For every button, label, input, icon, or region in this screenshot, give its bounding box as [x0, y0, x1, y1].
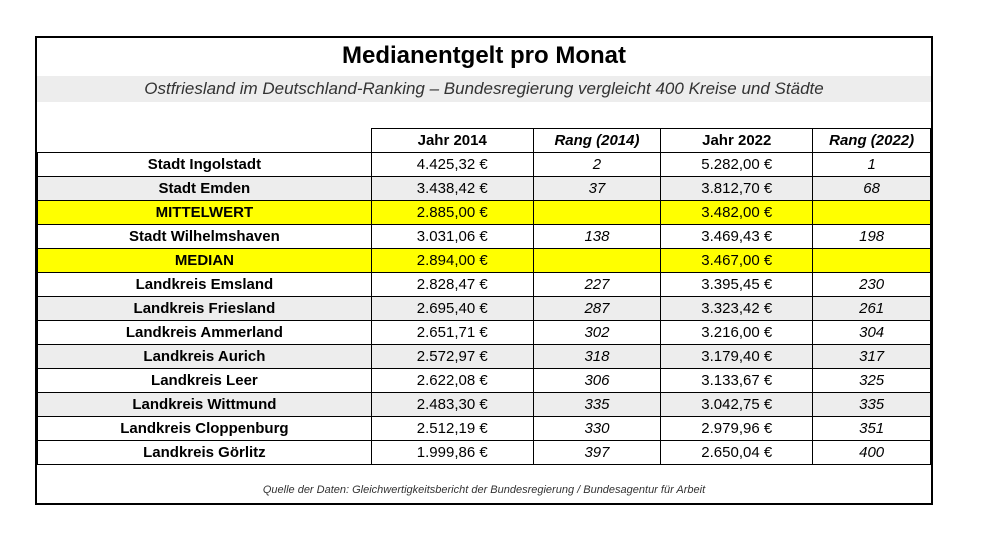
- rang-2014-cell: 306: [532, 368, 662, 393]
- table-row: Landkreis Emsland 2.828,47 €227 3.395,45 €…: [37, 272, 931, 297]
- header-jahr-2022: Jahr 2022: [660, 128, 814, 153]
- sheet-title: Medianentgelt pro Monat: [342, 42, 626, 69]
- jahr-2022-cell: 3.467,00 €: [660, 248, 814, 273]
- region-name-cell: Stadt Ingolstadt: [37, 152, 372, 177]
- jahr-2014-cell: 4.425,32 €: [370, 152, 534, 177]
- table-row: MITTELWERT 2.885,00 € 3.482,00 €: [37, 200, 931, 225]
- region-name-cell: Stadt Emden: [37, 176, 372, 201]
- table-row: Landkreis Aurich 2.572,97 €318 3.179,40 €3…: [37, 344, 931, 369]
- jahr-2022-cell: 3.812,70 €: [660, 176, 814, 201]
- table-row: Landkreis Cloppenburg 2.512,19 €330 2.979,…: [37, 416, 931, 441]
- jahr-2014-cell: 2.622,08 €: [370, 368, 534, 393]
- region-name-cell: Landkreis Aurich: [37, 344, 372, 369]
- rang-2022-cell: 325: [812, 368, 931, 393]
- region-name-cell: Stadt Wilhelmshaven: [37, 224, 372, 249]
- jahr-2014-cell: 2.885,00 €: [370, 200, 534, 225]
- header-rang-2022: Rang (2022): [812, 128, 931, 153]
- rang-2014-cell: 335: [532, 392, 662, 417]
- rang-2014-cell: 2: [532, 152, 662, 177]
- rang-2022-cell: 351: [812, 416, 931, 441]
- rang-2014-cell: 37: [532, 176, 662, 201]
- jahr-2014-cell: 3.031,06 €: [370, 224, 534, 249]
- data-table: Jahr 2014 Rang (2014) Jahr 2022 Rang (20…: [37, 128, 931, 465]
- header-region: [37, 128, 372, 153]
- region-name-cell: Landkreis Friesland: [37, 296, 372, 321]
- rang-2022-cell: 304: [812, 320, 931, 345]
- jahr-2014-cell: 2.483,30 €: [370, 392, 534, 417]
- table-row: Stadt Emden 3.438,42 €37 3.812,70 €68: [37, 176, 931, 201]
- rang-2022-cell: [812, 248, 931, 273]
- region-name-cell: Landkreis Ammerland: [37, 320, 372, 345]
- rang-2014-cell: 287: [532, 296, 662, 321]
- region-name-cell: Landkreis Wittmund: [37, 392, 372, 417]
- jahr-2022-cell: 2.650,04 €: [660, 440, 814, 465]
- region-name-cell: MITTELWERT: [37, 200, 372, 225]
- jahr-2014-cell: 2.695,40 €: [370, 296, 534, 321]
- region-name-cell: Landkreis Emsland: [37, 272, 372, 297]
- table-row: Landkreis Ammerland 2.651,71 €302 3.216,00…: [37, 320, 931, 345]
- region-name-cell: Landkreis Cloppenburg: [37, 416, 372, 441]
- jahr-2022-cell: 3.395,45 €: [660, 272, 814, 297]
- jahr-2014-cell: 2.894,00 €: [370, 248, 534, 273]
- rang-2022-cell: 261: [812, 296, 931, 321]
- rang-2014-cell: 227: [532, 272, 662, 297]
- rang-2022-cell: 198: [812, 224, 931, 249]
- rang-2014-cell: [532, 248, 662, 273]
- rang-2022-cell: [812, 200, 931, 225]
- jahr-2022-cell: 5.282,00 €: [660, 152, 814, 177]
- header-rang-2014: Rang (2014): [532, 128, 662, 153]
- jahr-2022-cell: 2.979,96 €: [660, 416, 814, 441]
- jahr-2022-cell: 3.469,43 €: [660, 224, 814, 249]
- jahr-2022-cell: 3.482,00 €: [660, 200, 814, 225]
- rang-2022-cell: 400: [812, 440, 931, 465]
- rang-2022-cell: 335: [812, 392, 931, 417]
- rang-2022-cell: 230: [812, 272, 931, 297]
- spreadsheet-sheet: Medianentgelt pro Monat Ostfriesland im …: [35, 36, 933, 505]
- sheet-subtitle: Ostfriesland im Deutschland-Ranking – Bu…: [37, 76, 931, 102]
- header-row: Jahr 2014 Rang (2014) Jahr 2022 Rang (20…: [37, 128, 931, 153]
- jahr-2014-cell: 2.572,97 €: [370, 344, 534, 369]
- table-row: Stadt Wilhelmshaven 3.031,06 €138 3.469,43…: [37, 224, 931, 249]
- region-name-cell: Landkreis Leer: [37, 368, 372, 393]
- table-row: MEDIAN 2.894,00 € 3.467,00 €: [37, 248, 931, 273]
- jahr-2014-cell: 2.651,71 €: [370, 320, 534, 345]
- rang-2022-cell: 1: [812, 152, 931, 177]
- jahr-2014-cell: 2.828,47 €: [370, 272, 534, 297]
- table-row: Landkreis Wittmund 2.483,30 €335 3.042,75 …: [37, 392, 931, 417]
- rang-2014-cell: 397: [532, 440, 662, 465]
- rang-2014-cell: 302: [532, 320, 662, 345]
- jahr-2014-cell: 1.999,86 €: [370, 440, 534, 465]
- region-name-cell: MEDIAN: [37, 248, 372, 273]
- jahr-2022-cell: 3.042,75 €: [660, 392, 814, 417]
- rang-2022-cell: 68: [812, 176, 931, 201]
- jahr-2014-cell: 3.438,42 €: [370, 176, 534, 201]
- table-row: Landkreis Leer 2.622,08 €306 3.133,67 €325: [37, 368, 931, 393]
- rang-2014-cell: 138: [532, 224, 662, 249]
- table-row: Stadt Ingolstadt 4.425,32 €2 5.282,00 €1: [37, 152, 931, 177]
- region-name-cell: Landkreis Görlitz: [37, 440, 372, 465]
- rang-2014-cell: 330: [532, 416, 662, 441]
- jahr-2022-cell: 3.133,67 €: [660, 368, 814, 393]
- rang-2014-cell: [532, 200, 662, 225]
- rang-2022-cell: 317: [812, 344, 931, 369]
- blank-row: [37, 102, 931, 128]
- rang-2014-cell: 318: [532, 344, 662, 369]
- jahr-2022-cell: 3.216,00 €: [660, 320, 814, 345]
- header-jahr-2014: Jahr 2014: [370, 128, 534, 153]
- table-row: Landkreis Friesland 2.695,40 €287 3.323,42…: [37, 296, 931, 321]
- source-note: Quelle der Daten: Gleichwertigkeitsberic…: [262, 484, 706, 496]
- jahr-2022-cell: 3.179,40 €: [660, 344, 814, 369]
- jahr-2022-cell: 3.323,42 €: [660, 296, 814, 321]
- table-row: Landkreis Görlitz 1.999,86 €397 2.650,04 €…: [37, 440, 931, 465]
- jahr-2014-cell: 2.512,19 €: [370, 416, 534, 441]
